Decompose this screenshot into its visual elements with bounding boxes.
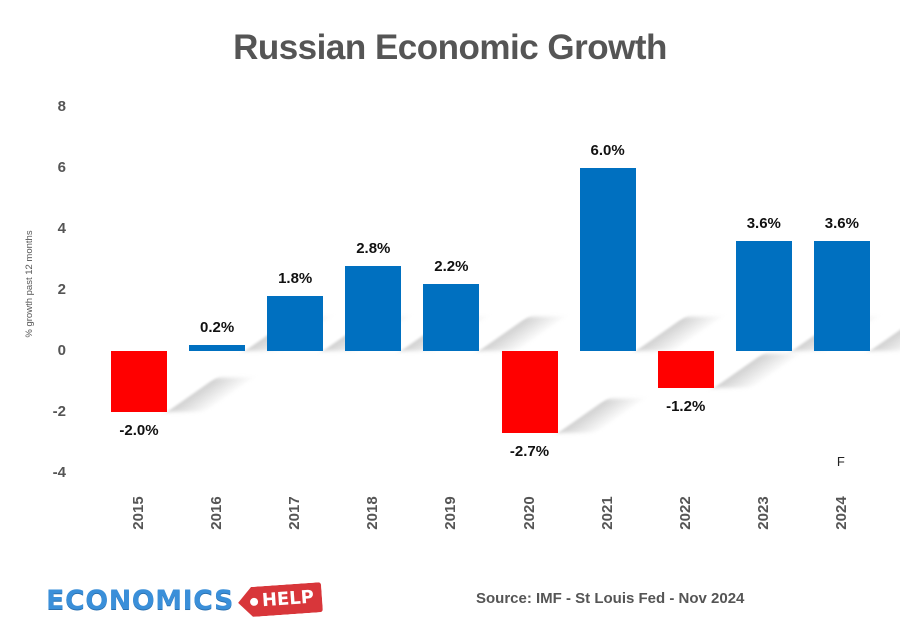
x-tick-label: 2018 xyxy=(364,496,382,530)
data-label: 1.8% xyxy=(278,270,313,288)
bar-2020[interactable] xyxy=(501,351,558,434)
x-tick-label: 2019 xyxy=(442,496,460,530)
bar-shadow xyxy=(557,399,647,434)
bar-2022[interactable] xyxy=(657,351,714,388)
y-tick-label: 8 xyxy=(57,98,66,115)
x-tick-label: 2024 xyxy=(832,496,850,530)
x-tick-label: 2022 xyxy=(676,496,694,530)
bar-2018[interactable] xyxy=(345,265,402,351)
y-tick-label: 6 xyxy=(57,159,66,176)
x-tick-label: 2016 xyxy=(208,496,226,530)
bar-2023[interactable] xyxy=(735,241,792,351)
data-label: 2.2% xyxy=(434,257,469,275)
y-tick-label: -4 xyxy=(52,464,66,481)
x-tick-label: 2017 xyxy=(286,496,304,530)
bar-2019[interactable] xyxy=(423,283,480,351)
bar-shadow xyxy=(635,317,725,351)
y-tick-label: -2 xyxy=(52,403,66,420)
bar-shadow xyxy=(167,378,256,412)
economics-help-logo[interactable]: ECONOMICS HELP xyxy=(46,583,322,617)
bar-2017[interactable] xyxy=(267,296,324,351)
chart-title: Russian Economic Growth xyxy=(233,28,667,67)
bar-shadow xyxy=(713,353,803,388)
y-tick-label: 4 xyxy=(57,220,66,237)
bar-2015[interactable] xyxy=(111,351,167,412)
x-tick-label: 2015 xyxy=(130,496,147,530)
data-label: 0.2% xyxy=(199,318,235,336)
y-tick-label: 0 xyxy=(57,342,66,359)
source-note: Source: IMF - St Louis Fed - Nov 2024 xyxy=(476,590,745,607)
data-label: 2.8% xyxy=(356,239,391,257)
x-tick-label: 2023 xyxy=(754,496,772,530)
bar-shadow xyxy=(869,317,900,351)
logo-text: ECONOMICS xyxy=(46,584,234,616)
plot-area: 8 6 4 2 0 -2 -4 -2.0% 2015 0.2% 2016 1.8% 2017 2.8% 20… xyxy=(52,98,900,530)
x-tick-label: 2020 xyxy=(520,496,538,530)
forecast-marker: F xyxy=(836,454,845,469)
data-label: 3.6% xyxy=(824,215,859,233)
bar-2021[interactable] xyxy=(579,168,636,351)
bar-2016[interactable] xyxy=(189,344,246,351)
logo-tag-icon: HELP xyxy=(237,582,323,618)
data-label: 6.0% xyxy=(590,142,625,159)
data-label: 3.6% xyxy=(746,215,781,233)
x-tick-label: 2021 xyxy=(598,496,616,530)
y-tick-label: 2 xyxy=(57,281,66,298)
bar-2024[interactable] xyxy=(813,241,870,351)
data-label: -2.7% xyxy=(509,443,550,461)
bar-shadow xyxy=(479,317,568,351)
data-label: -2.0% xyxy=(119,422,159,439)
data-label: -1.2% xyxy=(666,397,706,415)
